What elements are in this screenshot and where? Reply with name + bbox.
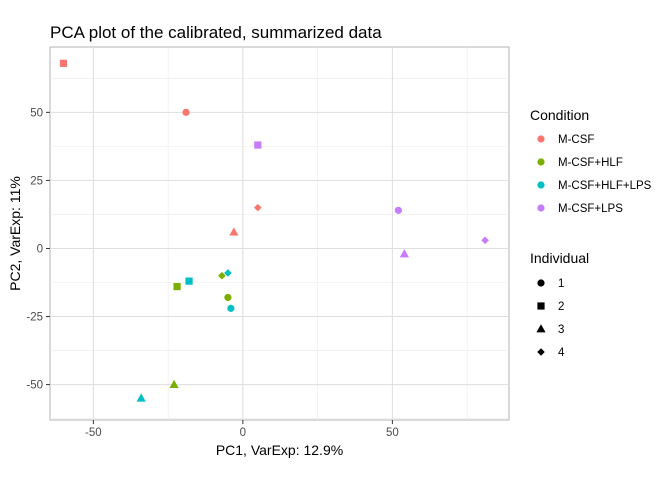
condition-legend-title: Condition [530,107,589,123]
y-tick-label: -50 [26,380,43,392]
individual-legend-key [537,302,545,310]
minor-gridlines [50,47,509,420]
data-point [59,59,68,67]
data-point [481,236,489,245]
condition-legend-label: M-CSF+HLF+LPS [558,180,652,192]
condition-legend-key [537,204,545,212]
condition-legend-label: M-CSF [558,134,594,146]
plot-panel [49,46,510,421]
data-point [218,271,226,280]
x-tick-label: 50 [386,427,399,439]
individual-legend-key [537,348,545,356]
y-tick-label: 50 [30,107,43,119]
individual-legend-key [537,279,545,287]
data-point [254,141,262,149]
x-tick-label: 0 [240,427,246,439]
individual-legend-label: 4 [558,347,565,359]
x-tick-label: -50 [85,427,102,439]
individual-legend-label: 1 [558,278,564,290]
individual-legend-label: 3 [558,324,564,336]
y-axis-title: PC2, VarExp: 11% [7,176,23,291]
data-point [136,393,146,402]
data-point [399,249,409,258]
y-axis-ticks: -50 -25 0 25 50 [26,107,50,392]
data-points [59,59,489,402]
condition-legend-key [537,181,545,189]
x-axis-ticks: -50 0 50 [85,420,399,439]
data-point [182,108,190,116]
data-point [224,293,232,302]
data-point [224,269,232,277]
chart-title: PCA plot of the calibrated, summarized d… [50,23,382,42]
individual-legend-title: Individual [530,250,589,266]
condition-legend-key [537,158,545,166]
data-point [173,282,181,291]
major-gridlines [50,47,509,420]
condition-legend-label: M-CSF+HLF [558,157,623,169]
data-point [229,227,239,236]
condition-legend-label: M-CSF+LPS [558,203,623,215]
individual-legend-label: 2 [558,301,564,313]
data-point [394,206,402,214]
y-tick-label: -25 [26,312,43,324]
data-point [169,379,179,389]
condition-legend-key [537,135,545,143]
data-point [254,203,262,212]
individual-legend-key [536,324,546,333]
data-point [227,304,235,312]
individual-legend: Individual 1 2 3 4 [530,250,589,359]
y-tick-label: 0 [37,243,43,255]
data-point [185,277,193,285]
x-axis-title: PC1, VarExp: 12.9% [216,442,343,458]
y-tick-label: 25 [30,175,43,187]
condition-legend: Condition M-CSF M-CSF+HLF M-CSF+HLF+LPS M-C… [530,107,652,215]
